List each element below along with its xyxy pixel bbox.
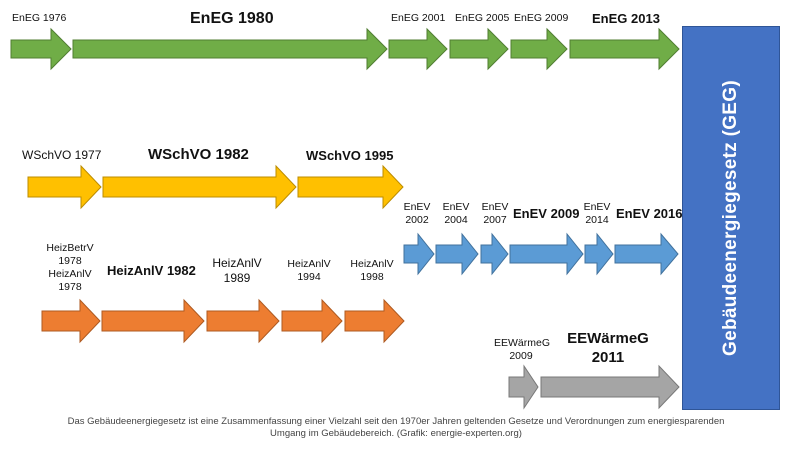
label-eewaermeg-2009: EEWärmeG 2009 — [494, 337, 551, 363]
label-wschvo-1995: WSchVO 1995 — [306, 148, 394, 163]
label-heizbetrv-1978-line1: HeizBetrV — [46, 242, 94, 254]
arrow-heiz-1982 — [101, 298, 205, 344]
label-enev-2014: EnEV 2014 — [582, 201, 612, 227]
label-heizanlv-1978-line1: HeizAnlV — [48, 268, 92, 281]
label-enev-2007-line2: 2007 — [483, 214, 507, 227]
label-eewaermeg-2009-line2: 2009 — [509, 350, 533, 363]
label-enev-2002-line2: 2002 — [405, 214, 429, 227]
label-enev-2009: EnEV 2009 — [513, 206, 580, 221]
caption-line1: Das Gebäudeenergiegesetz ist eine Zusamm… — [67, 416, 725, 427]
label-eneg-2013: EnEG 2013 — [592, 11, 660, 26]
label-eneg-2001: EnEG 2001 — [391, 12, 446, 24]
arrow-eneg-2013 — [569, 27, 680, 71]
label-enev-2016: EnEV 2016 — [616, 206, 683, 221]
arrow-heiz-1989 — [206, 298, 280, 344]
arrow-enev-2016 — [614, 232, 679, 276]
label-heiz-1994: HeizAnlV 1994 — [285, 258, 333, 284]
label-eneg-1976: EnEG 1976 — [12, 12, 67, 24]
arrow-eneg-2005 — [449, 27, 509, 71]
arrow-heiz-1998 — [344, 298, 405, 344]
arrow-enev-2002 — [403, 232, 435, 276]
label-eewaermeg-2011-line2: 2011 — [591, 348, 625, 366]
caption-line2: Umgang im Gebäudebereich. (Grafik: energ… — [270, 428, 522, 440]
arrow-eneg-1980 — [72, 27, 388, 71]
geg-box: Gebäudeenergiegesetz (GEG) — [682, 26, 780, 410]
label-heiz-1998-line1: HeizAnlV — [350, 258, 394, 270]
label-heizbetrv-1978: HeizBetrV 1978 HeizAnlV 1978 — [42, 242, 98, 295]
arrow-eewaermeg-2011 — [540, 364, 680, 410]
label-enev-2002: EnEV 2002 — [401, 201, 433, 227]
label-enev-2014-line1: EnEV — [583, 201, 611, 213]
label-enev-2014-line2: 2014 — [585, 214, 609, 227]
label-enev-2004: EnEV 2004 — [440, 201, 472, 227]
label-enev-2002-line1: EnEV — [403, 201, 431, 213]
arrow-enev-2004 — [435, 232, 479, 276]
label-heiz-1982: HeizAnlV 1982 — [107, 263, 196, 278]
label-heiz-1989-line2: 1989 — [223, 271, 251, 285]
label-wschvo-1977: WSchVO 1977 — [22, 148, 102, 162]
label-enev-2007: EnEV 2007 — [479, 201, 511, 227]
arrow-eneg-2009 — [510, 27, 568, 71]
label-enev-2007-line1: EnEV — [481, 201, 509, 213]
geg-label: Gebäudeenergiegesetz (GEG) — [720, 80, 741, 356]
arrow-heiz-1978 — [41, 298, 101, 344]
arrow-eneg-1976 — [10, 27, 72, 71]
label-heiz-1989: HeizAnlV 1989 — [209, 256, 265, 286]
arrow-eneg-2001 — [388, 27, 448, 71]
label-eewaermeg-2011: EEWärmeG 2011 — [566, 330, 650, 368]
arrow-wschvo-1995 — [297, 164, 404, 210]
label-heiz-1998: HeizAnlV 1998 — [348, 258, 396, 284]
arrow-wschvo-1977 — [27, 164, 102, 210]
label-heizanlv-1978-line2: 1978 — [58, 281, 82, 294]
label-eewaermeg-2009-line1: EEWärmeG — [494, 337, 551, 349]
label-heiz-1994-line1: HeizAnlV — [287, 258, 331, 270]
label-heizbetrv-1978-line2: 1978 — [58, 255, 82, 268]
label-enev-2004-line1: EnEV — [442, 201, 470, 213]
arrow-eewaermeg-2009 — [508, 364, 539, 410]
arrow-enev-2009 — [509, 232, 584, 276]
label-heiz-1994-line2: 1994 — [297, 271, 321, 284]
label-eneg-2005: EnEG 2005 — [455, 12, 510, 24]
label-enev-2004-line2: 2004 — [444, 214, 468, 227]
arrow-enev-2014 — [584, 232, 614, 276]
caption: Das Gebäudeenergiegesetz ist eine Zusamm… — [0, 416, 792, 441]
label-heiz-1989-line1: HeizAnlV — [212, 256, 262, 270]
arrow-wschvo-1982 — [102, 164, 297, 210]
label-heiz-1998-line2: 1998 — [360, 271, 384, 284]
label-wschvo-1982: WSchVO 1982 — [148, 146, 249, 163]
arrow-enev-2007 — [480, 232, 509, 276]
arrow-heiz-1994 — [281, 298, 343, 344]
label-eewaermeg-2011-line1: EEWärmeG — [567, 330, 649, 347]
label-eneg-1980: EnEG 1980 — [190, 10, 274, 27]
label-eneg-2009: EnEG 2009 — [514, 12, 569, 24]
